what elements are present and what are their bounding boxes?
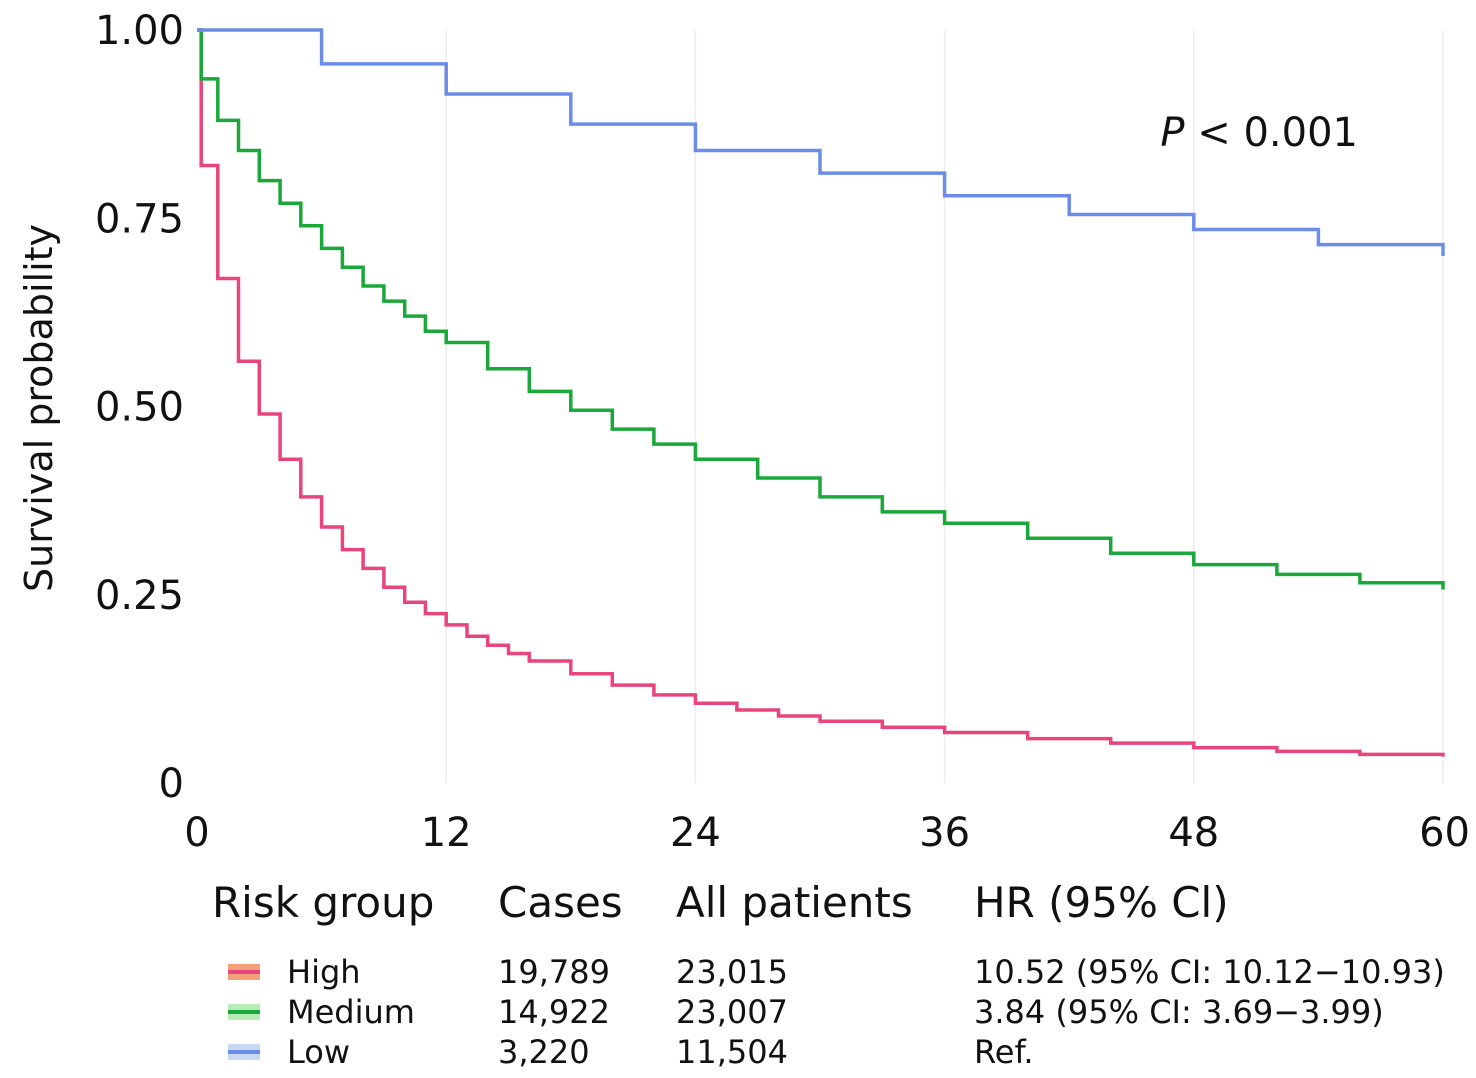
y-tick-labels: 0 0.25 0.50 0.75 1.00 bbox=[95, 8, 184, 807]
swatch-line-high bbox=[228, 970, 260, 974]
vertical-gridlines bbox=[445, 30, 1444, 783]
cases-value: 19,789 bbox=[498, 953, 610, 991]
y-tick-0.25: 0.25 bbox=[95, 573, 184, 619]
survival-curve-high bbox=[197, 28, 1445, 757]
header-hr: HR (95% Cl) bbox=[974, 878, 1229, 927]
legend-swatch-low bbox=[228, 1044, 260, 1060]
y-tick-0: 0 bbox=[159, 761, 184, 807]
p-value-text: < 0.001 bbox=[1185, 110, 1358, 156]
risk-row-high: High 19,789 23,015 10.52 (95% CI: 10.12−… bbox=[0, 952, 1476, 992]
p-value-symbol: P bbox=[1160, 110, 1185, 156]
y-tick-0.75: 0.75 bbox=[95, 196, 184, 242]
header-cases: Cases bbox=[498, 878, 623, 927]
group-label: Low bbox=[287, 1033, 351, 1071]
x-tick-12: 12 bbox=[421, 810, 472, 856]
hr-value: Ref. bbox=[974, 1033, 1034, 1071]
x-tick-labels: 0 12 24 36 48 60 bbox=[184, 810, 1470, 856]
hr-value: 3.84 (95% CI: 3.69−3.99) bbox=[974, 993, 1384, 1031]
legend-swatch-high bbox=[228, 964, 260, 980]
group-label: Medium bbox=[287, 993, 415, 1031]
survival-curve-low bbox=[197, 28, 1445, 256]
risk-row-low: Low 3,220 11,504 Ref. bbox=[0, 1032, 1476, 1072]
all-patients-value: 23,007 bbox=[676, 993, 788, 1031]
survival-plot: 0 0.25 0.50 0.75 1.00 0 12 24 36 48 60 Survival p… bbox=[17, 8, 1470, 856]
hr-value: 10.52 (95% CI: 10.12−10.93) bbox=[974, 953, 1445, 991]
all-patients-value: 11,504 bbox=[676, 1033, 788, 1071]
x-tick-48: 48 bbox=[1168, 810, 1219, 856]
header-risk-group: Risk group bbox=[212, 878, 435, 927]
y-tick-1.00: 1.00 bbox=[95, 8, 184, 54]
y-tick-0.50: 0.50 bbox=[95, 385, 184, 431]
header-all-patients: All patients bbox=[676, 878, 913, 927]
risk-row-medium: Medium 14,922 23,007 3.84 (95% CI: 3.69−… bbox=[0, 992, 1476, 1032]
x-tick-36: 36 bbox=[919, 810, 970, 856]
cases-value: 14,922 bbox=[498, 993, 610, 1031]
legend-swatch-medium bbox=[228, 1004, 260, 1020]
x-tick-24: 24 bbox=[670, 810, 721, 856]
swatch-line-low bbox=[228, 1050, 260, 1054]
risk-table: Risk group Cases All patients HR (95% Cl… bbox=[0, 870, 1476, 1078]
survival-curve-medium bbox=[197, 28, 1445, 590]
group-label: High bbox=[287, 953, 361, 991]
all-patients-value: 23,015 bbox=[676, 953, 788, 991]
swatch-line-medium bbox=[228, 1010, 260, 1014]
y-axis-label: Survival probability bbox=[17, 224, 61, 592]
survival-curves bbox=[197, 28, 1445, 757]
x-tick-0: 0 bbox=[184, 810, 209, 856]
cases-value: 3,220 bbox=[498, 1033, 590, 1071]
p-value-annotation: P < 0.001 bbox=[1160, 110, 1358, 156]
x-tick-60: 60 bbox=[1419, 810, 1470, 856]
